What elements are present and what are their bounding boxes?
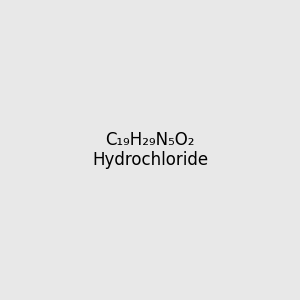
Text: C₁₉H₂₉N₅O₂
Hydrochloride: C₁₉H₂₉N₅O₂ Hydrochloride: [92, 130, 208, 170]
